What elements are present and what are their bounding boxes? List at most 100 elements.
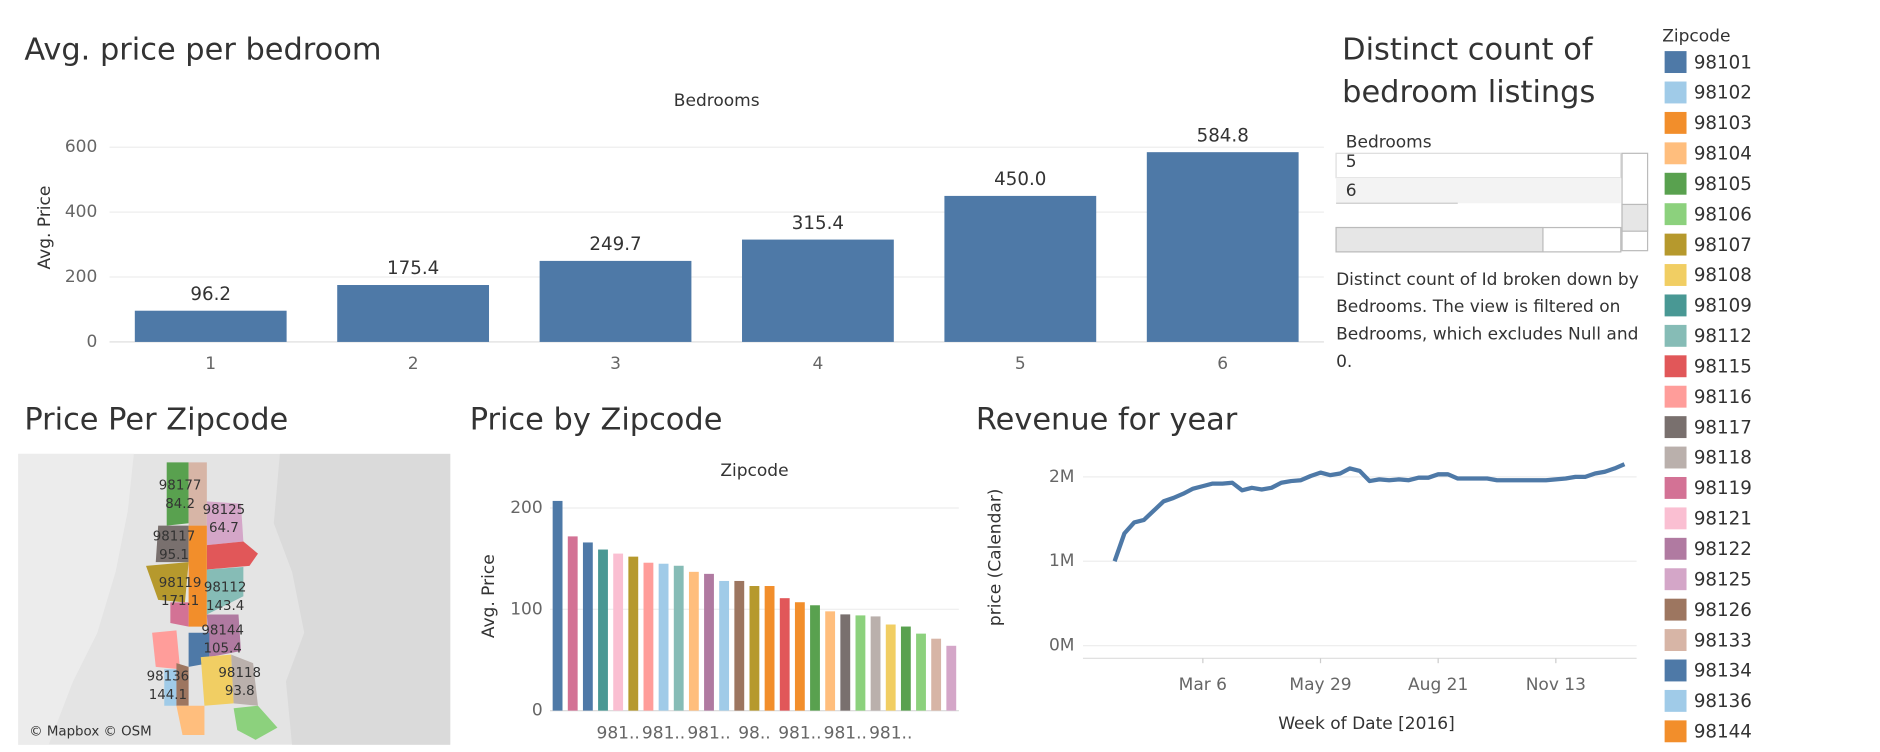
map-zip-label: 98136 (147, 670, 190, 685)
zip-area (206, 501, 244, 546)
legend-swatch (1664, 172, 1687, 195)
value-label: 96.2 (190, 284, 231, 305)
map-value-label: 95.1 (159, 548, 189, 563)
zip-area (176, 663, 189, 706)
filter-row[interactable] (1336, 177, 1621, 204)
scroll-thumb[interactable] (1335, 226, 1544, 253)
filter-title: bedroom listings (1342, 75, 1595, 110)
y-tick-label: 600 (65, 137, 97, 157)
legend-label: 98106 (1694, 204, 1752, 225)
legend-label: 98108 (1694, 265, 1752, 286)
legend-label: 98105 (1694, 174, 1752, 195)
legend-swatch (1664, 720, 1687, 743)
bar (613, 553, 624, 711)
bar (734, 580, 745, 711)
scroll-thumb[interactable] (1621, 203, 1649, 232)
filter-title: Distinct count of (1342, 33, 1594, 68)
y-tick-label: 2M (1049, 467, 1075, 487)
value-label: 584.8 (1197, 125, 1249, 146)
legend-swatch (1664, 446, 1687, 469)
zip-area (206, 614, 241, 658)
legend-label: 98117 (1694, 417, 1752, 438)
legend-label: 98109 (1694, 296, 1752, 317)
bar (658, 563, 669, 711)
zip-area (176, 705, 205, 735)
zip-area (146, 562, 189, 603)
bar (1146, 152, 1299, 342)
zip-area (200, 654, 234, 706)
bar (931, 638, 942, 711)
filter-option: 5 (1346, 152, 1357, 172)
legend-label: 98116 (1694, 387, 1752, 408)
legend-label: 98107 (1694, 235, 1752, 256)
legend-swatch (1664, 203, 1687, 226)
map-value-label: 93.8 (225, 684, 255, 699)
legend-label: 98104 (1694, 144, 1752, 165)
legend-label: 98121 (1694, 509, 1752, 530)
legend-swatch (1664, 416, 1687, 439)
bar (946, 645, 957, 711)
zip-area (188, 525, 207, 627)
legend-label: 98101 (1694, 52, 1752, 73)
zip-area (233, 705, 278, 740)
scrollbar[interactable] (1621, 152, 1649, 252)
legend-swatch (1664, 81, 1687, 104)
bar (825, 611, 836, 711)
filter-row[interactable] (1335, 152, 1622, 179)
legend-swatch (1664, 264, 1687, 286)
map-value-label: 144.1 (149, 688, 187, 703)
zip-area (152, 630, 181, 670)
legend-swatch (1664, 111, 1687, 134)
legend-swatch (1664, 537, 1687, 560)
zip-area (206, 567, 244, 615)
legend-label: 98103 (1694, 113, 1752, 134)
map-land (18, 453, 134, 745)
x-tick-label: 5 (1015, 354, 1026, 374)
map-zip-label: 98177 (159, 479, 202, 494)
legend-swatch (1664, 507, 1687, 530)
value-label: 315.4 (792, 213, 844, 234)
bar (944, 195, 1097, 342)
bar (900, 626, 911, 711)
zip-area (206, 541, 258, 570)
value-label: 450.0 (994, 169, 1046, 190)
bar (134, 310, 287, 342)
legend-label: 98112 (1694, 326, 1752, 347)
x-tick-label: 4 (812, 354, 823, 374)
y-tick-label: 0M (1049, 636, 1075, 656)
bar (885, 624, 896, 711)
legend-label: 98126 (1694, 600, 1752, 621)
legend-swatch (1664, 385, 1687, 408)
y-tick-label: 1M (1049, 551, 1075, 571)
y-tick-label: 0 (532, 701, 543, 721)
x-tick-label: 981.. (869, 724, 912, 744)
y-tick-label: 400 (65, 202, 97, 222)
y-axis-title: Avg. Price (35, 186, 55, 270)
legend-label: 98102 (1694, 83, 1752, 104)
map-value-label: 64.7 (209, 521, 239, 536)
map-credit: © Mapbox © OSM (29, 724, 151, 739)
filter-description: Bedrooms. The view is filtered on (1336, 297, 1620, 317)
x-tick-label: 3 (610, 354, 621, 374)
line (1112, 462, 1626, 562)
bar (779, 598, 790, 711)
y-axis-title: Avg. Price (479, 554, 499, 638)
filter-description: Distinct count of Id broken down by (1336, 270, 1639, 290)
value-label: 249.7 (589, 234, 641, 255)
bar (598, 549, 608, 711)
bar (539, 260, 692, 342)
legend-label: 98122 (1694, 539, 1752, 560)
x-tick-label: 981.. (642, 724, 685, 744)
legend-swatch (1664, 233, 1687, 256)
chart-title: Price by Zipcode (470, 403, 723, 438)
zip-area (166, 462, 189, 526)
filter-description: Bedrooms, which excludes Null and (1336, 325, 1638, 345)
legend-label: 98115 (1694, 356, 1752, 377)
legend-swatch (1664, 142, 1687, 165)
zip-area (188, 462, 207, 526)
map-value-label: 171.1 (161, 594, 199, 609)
legend-label: 98136 (1694, 691, 1752, 712)
legend-label: 98133 (1694, 630, 1752, 651)
bar (719, 580, 730, 711)
